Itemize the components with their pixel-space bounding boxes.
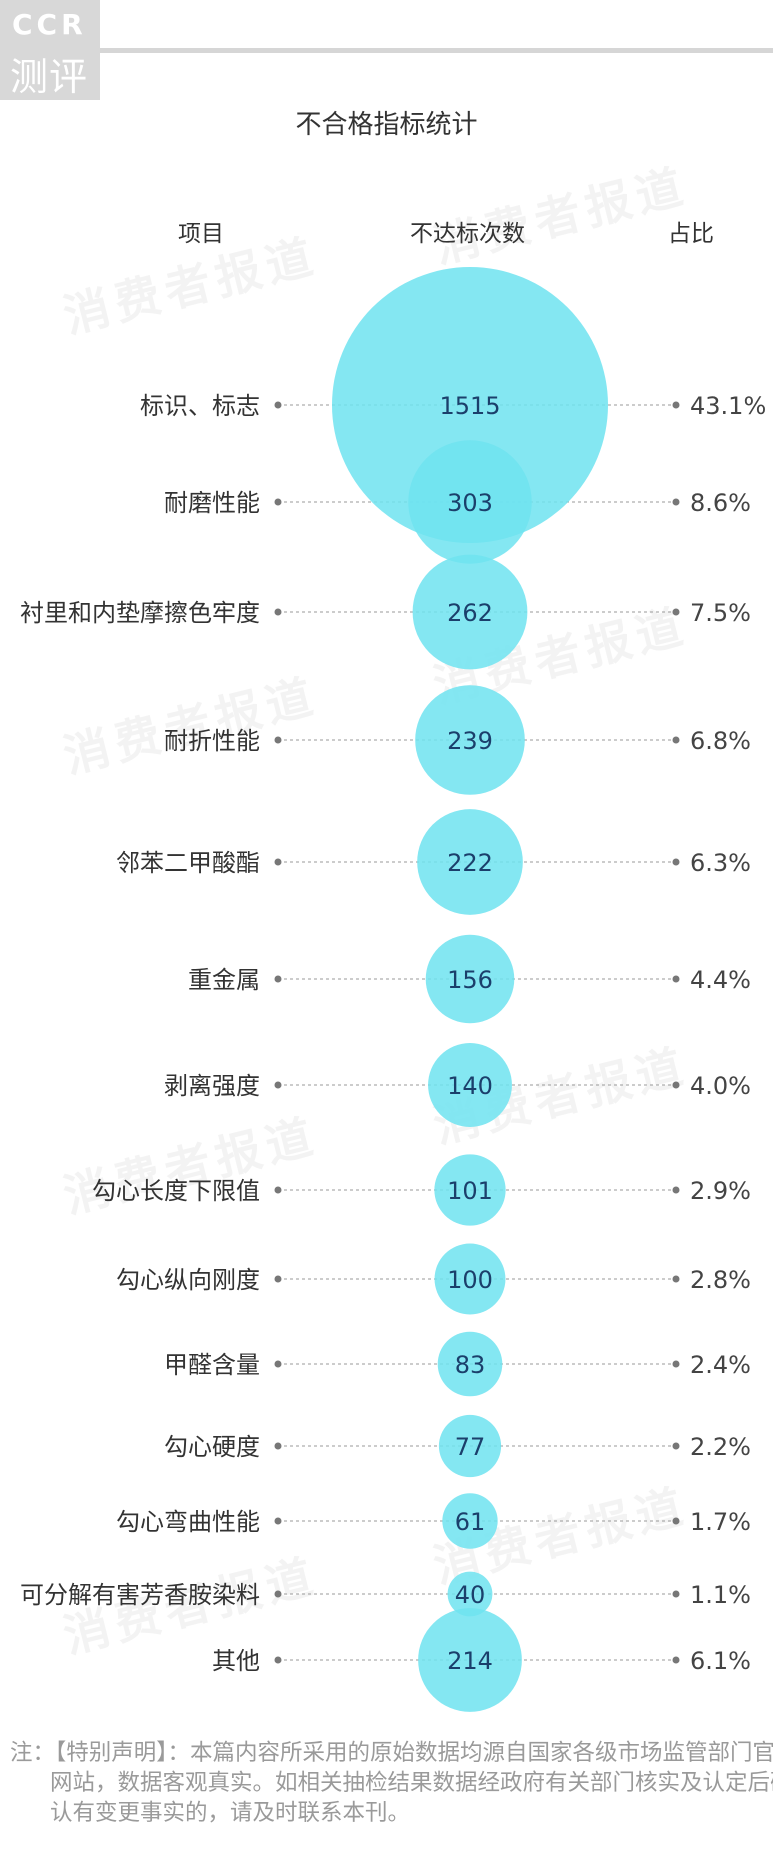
leader-dot-left <box>274 1186 282 1194</box>
item-label: 勾心长度下限值 <box>92 1177 260 1205</box>
leader-dot-left <box>274 858 282 866</box>
column-header-share: 占比 <box>668 221 714 247</box>
leader-dot-right <box>672 1442 680 1450</box>
item-label: 衬里和内垫摩擦色牢度 <box>20 599 260 627</box>
chart-title: 不合格指标统计 <box>295 110 478 140</box>
ccr-logo: CCR 测评 <box>0 0 100 100</box>
item-label: 剥离强度 <box>164 1072 260 1100</box>
leader-dot-right <box>672 1590 680 1598</box>
item-label: 甲醛含量 <box>164 1351 260 1379</box>
logo-text-review: 测评 <box>10 55 89 99</box>
leader-dot-left <box>274 1517 282 1525</box>
item-label: 耐磨性能 <box>164 489 260 517</box>
item-label: 重金属 <box>188 966 260 994</box>
disclaimer-note: 注：【特别声明】：本篇内容所采用的原始数据均源自国家各级市场监管部门官方网站，数… <box>10 1740 773 1826</box>
bubble <box>434 1243 506 1315</box>
leader-dot-right <box>672 1360 680 1368</box>
share-label: 2.8% <box>690 1266 751 1294</box>
share-label: 1.7% <box>690 1508 751 1536</box>
bubble <box>408 440 532 564</box>
leader-dot-right <box>672 1656 680 1664</box>
leader-dot-left <box>274 1590 282 1598</box>
bubble <box>428 1043 512 1127</box>
bubble <box>412 554 528 670</box>
bubble <box>415 685 525 795</box>
share-label: 7.5% <box>690 599 751 627</box>
leader-dot-right <box>672 401 680 409</box>
leader-dot-left <box>274 1081 282 1089</box>
leader-dot-left <box>274 401 282 409</box>
share-label: 1.1% <box>690 1581 751 1609</box>
count-label: 100 <box>447 1266 493 1294</box>
item-label: 勾心纵向刚度 <box>116 1266 260 1294</box>
bubble <box>437 1331 503 1397</box>
share-label: 2.2% <box>690 1433 751 1461</box>
item-label: 耐折性能 <box>164 727 260 755</box>
leader-dot-right <box>672 498 680 506</box>
count-label: 1515 <box>439 392 500 420</box>
count-label: 40 <box>455 1581 486 1609</box>
item-label: 可分解有害芳香胺染料 <box>20 1581 260 1609</box>
bubble <box>417 809 523 915</box>
leader-dot-left <box>274 1442 282 1450</box>
bubble <box>442 1493 498 1549</box>
share-label: 2.4% <box>690 1351 751 1379</box>
count-label: 214 <box>447 1647 493 1675</box>
share-label: 2.9% <box>690 1177 751 1205</box>
bubble <box>447 1571 493 1617</box>
column-header-item: 项目 <box>178 221 224 247</box>
count-label: 77 <box>455 1433 486 1461</box>
count-label: 61 <box>455 1508 486 1536</box>
leader-dot-left <box>274 498 282 506</box>
share-label: 4.4% <box>690 966 751 994</box>
bubble <box>332 267 608 543</box>
bubble-chart: 标识、标志 1515 43.1% 耐磨性能 303 8.6% 衬里和内垫摩擦色牢度 262 7.… <box>20 267 766 1712</box>
count-label: 303 <box>447 489 493 517</box>
leader-dot-right <box>672 975 680 983</box>
leader-dot-right <box>672 1517 680 1525</box>
leader-dot-left <box>274 1656 282 1664</box>
count-label: 83 <box>455 1351 486 1379</box>
share-label: 8.6% <box>690 489 751 517</box>
item-label: 邻苯二甲酸酯 <box>116 849 260 877</box>
leader-dot-right <box>672 1081 680 1089</box>
leader-dot-left <box>274 1360 282 1368</box>
leader-dot-right <box>672 1275 680 1283</box>
count-label: 239 <box>447 727 493 755</box>
leader-dot-left <box>274 975 282 983</box>
share-label: 6.3% <box>690 849 751 877</box>
column-header-count: 不达标次数 <box>410 221 525 247</box>
leader-dot-left <box>274 1275 282 1283</box>
item-label: 勾心硬度 <box>164 1433 260 1461</box>
bubble <box>418 1608 522 1712</box>
share-label: 43.1% <box>690 392 766 420</box>
count-label: 156 <box>447 966 493 994</box>
leader-dot-left <box>274 608 282 616</box>
item-label: 标识、标志 <box>140 392 260 420</box>
labels: 标识、标志 1515 43.1% 耐磨性能 303 8.6% 衬里和内垫摩擦色牢度 262 7.… <box>20 392 766 1675</box>
leader-dot-right <box>672 858 680 866</box>
share-label: 6.1% <box>690 1647 751 1675</box>
item-label: 勾心弯曲性能 <box>116 1508 260 1536</box>
item-label: 其他 <box>212 1647 260 1675</box>
bubble <box>434 1154 506 1226</box>
leader-dot-left <box>274 736 282 744</box>
bubbles <box>332 267 608 1712</box>
bubble <box>425 934 515 1024</box>
share-label: 6.8% <box>690 727 751 755</box>
count-label: 140 <box>447 1072 493 1100</box>
header-rule <box>100 48 773 53</box>
bubble <box>438 1414 502 1478</box>
count-label: 222 <box>447 849 493 877</box>
logo-text-ccr: CCR <box>12 8 87 41</box>
count-label: 262 <box>447 599 493 627</box>
count-label: 101 <box>447 1177 493 1205</box>
leader-dot-right <box>672 736 680 744</box>
leader-dot-right <box>672 1186 680 1194</box>
share-label: 4.0% <box>690 1072 751 1100</box>
leader-dot-right <box>672 608 680 616</box>
